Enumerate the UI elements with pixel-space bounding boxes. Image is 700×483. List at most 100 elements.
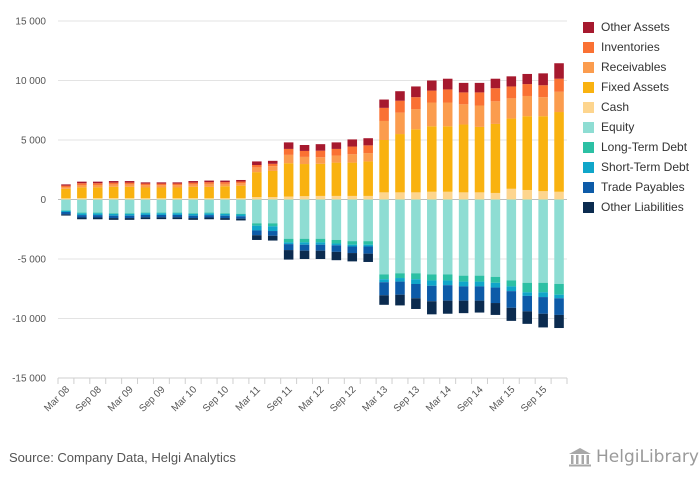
bar-segment [347,162,358,196]
bar-segment [77,181,87,184]
bar-segment [267,226,278,232]
bar-segment [220,182,230,184]
bar-segment [140,198,151,200]
bar-segment [156,182,167,184]
bar-segment [315,244,326,251]
bar-segment [538,313,548,328]
bar-stack [363,138,373,262]
bar-stack [108,181,119,220]
bar-segment [522,116,533,190]
bar-segment [490,282,501,288]
legend-item[interactable]: Trade Payables [583,177,689,197]
legend-item[interactable]: Long-Term Debt [583,137,689,157]
bar-segment [379,99,389,108]
bar-segment [299,250,310,259]
bar-segment [506,76,517,87]
bar-segment [522,84,533,96]
bar-segment [538,85,548,98]
legend-item[interactable]: Short-Term Debt [583,157,689,177]
bar-segment [506,118,517,189]
bar-segment [458,192,469,200]
bar-segment [61,188,71,199]
bar-segment [172,182,183,184]
bar-segment [140,182,151,184]
legend-item[interactable]: Other Assets [583,17,689,37]
bar-segment [108,186,119,199]
bar-segment [347,246,358,254]
bar-segment [458,275,469,282]
bar-segment [506,98,517,119]
bar-segment [172,185,183,188]
bar-segment [554,314,564,329]
bar-segment [315,238,326,243]
bar-segment [236,183,246,186]
bar-stack [236,179,246,221]
bar-segment [554,78,564,92]
legend-item[interactable]: Receivables [583,57,689,77]
bar-segment [442,78,453,90]
bar-segment [236,181,246,184]
x-tick-label: Mar 12 [297,384,327,414]
bar-stack [252,161,262,240]
bar-segment [140,199,151,213]
bar-stack [204,180,214,220]
bar-segment [395,112,405,135]
bar-segment [108,198,119,200]
bar-segment [411,199,421,274]
bar-segment [490,303,501,315]
bar-stack [490,78,501,315]
legend-item[interactable]: Cash [583,97,689,117]
bar-segment [363,195,373,200]
bar-segment [267,223,278,227]
bar-segment [252,161,262,165]
bar-segment [220,186,230,199]
bar-segment [474,199,485,276]
y-tick-label: 10 000 [15,76,46,87]
bar-segment [299,150,310,157]
bar-segment [395,134,405,193]
bar-segment [92,184,103,188]
bar-segment [156,212,167,214]
bar-stack [299,144,310,259]
bar-segment [252,197,262,200]
bar-segment [61,210,71,212]
bar-segment [474,300,485,313]
bar-stack [331,142,342,261]
bar-segment [92,198,103,200]
bar-segment [363,153,373,162]
bar-segment [442,102,453,127]
bar-segment [140,185,151,188]
bar-segment [283,238,294,243]
bar-segment [331,251,342,261]
y-tick-label: -5 000 [18,255,47,266]
bar-segment [522,95,533,117]
bar-segment [140,187,151,199]
bar-segment [554,283,564,295]
bar-segment [554,112,564,192]
legend-item[interactable]: Inventories [583,37,689,57]
bar-segment [61,210,71,211]
bar-segment [411,298,421,309]
bar-segment [490,123,501,193]
bar-segment [92,183,103,185]
legend-item[interactable]: Equity [583,117,689,137]
bar-segment [124,199,135,214]
bar-segment [506,86,517,99]
bar-segment [108,182,119,185]
bar-segment [490,199,501,277]
bar-segment [283,250,294,260]
legend-item[interactable]: Other Liabilities [583,197,689,217]
bar-segment [156,217,167,220]
legend-item[interactable]: Fixed Assets [583,77,689,97]
bar-segment [236,199,246,214]
bar-segment [442,191,453,200]
bar-segment [283,142,294,149]
bar-segment [538,116,548,192]
legend-swatch [583,161,594,173]
bar-segment [474,126,485,193]
bar-stack [61,184,71,216]
bar-segment [61,214,71,216]
bar-segment [427,90,437,103]
bar-segment [156,185,167,188]
bar-segment [331,195,342,200]
